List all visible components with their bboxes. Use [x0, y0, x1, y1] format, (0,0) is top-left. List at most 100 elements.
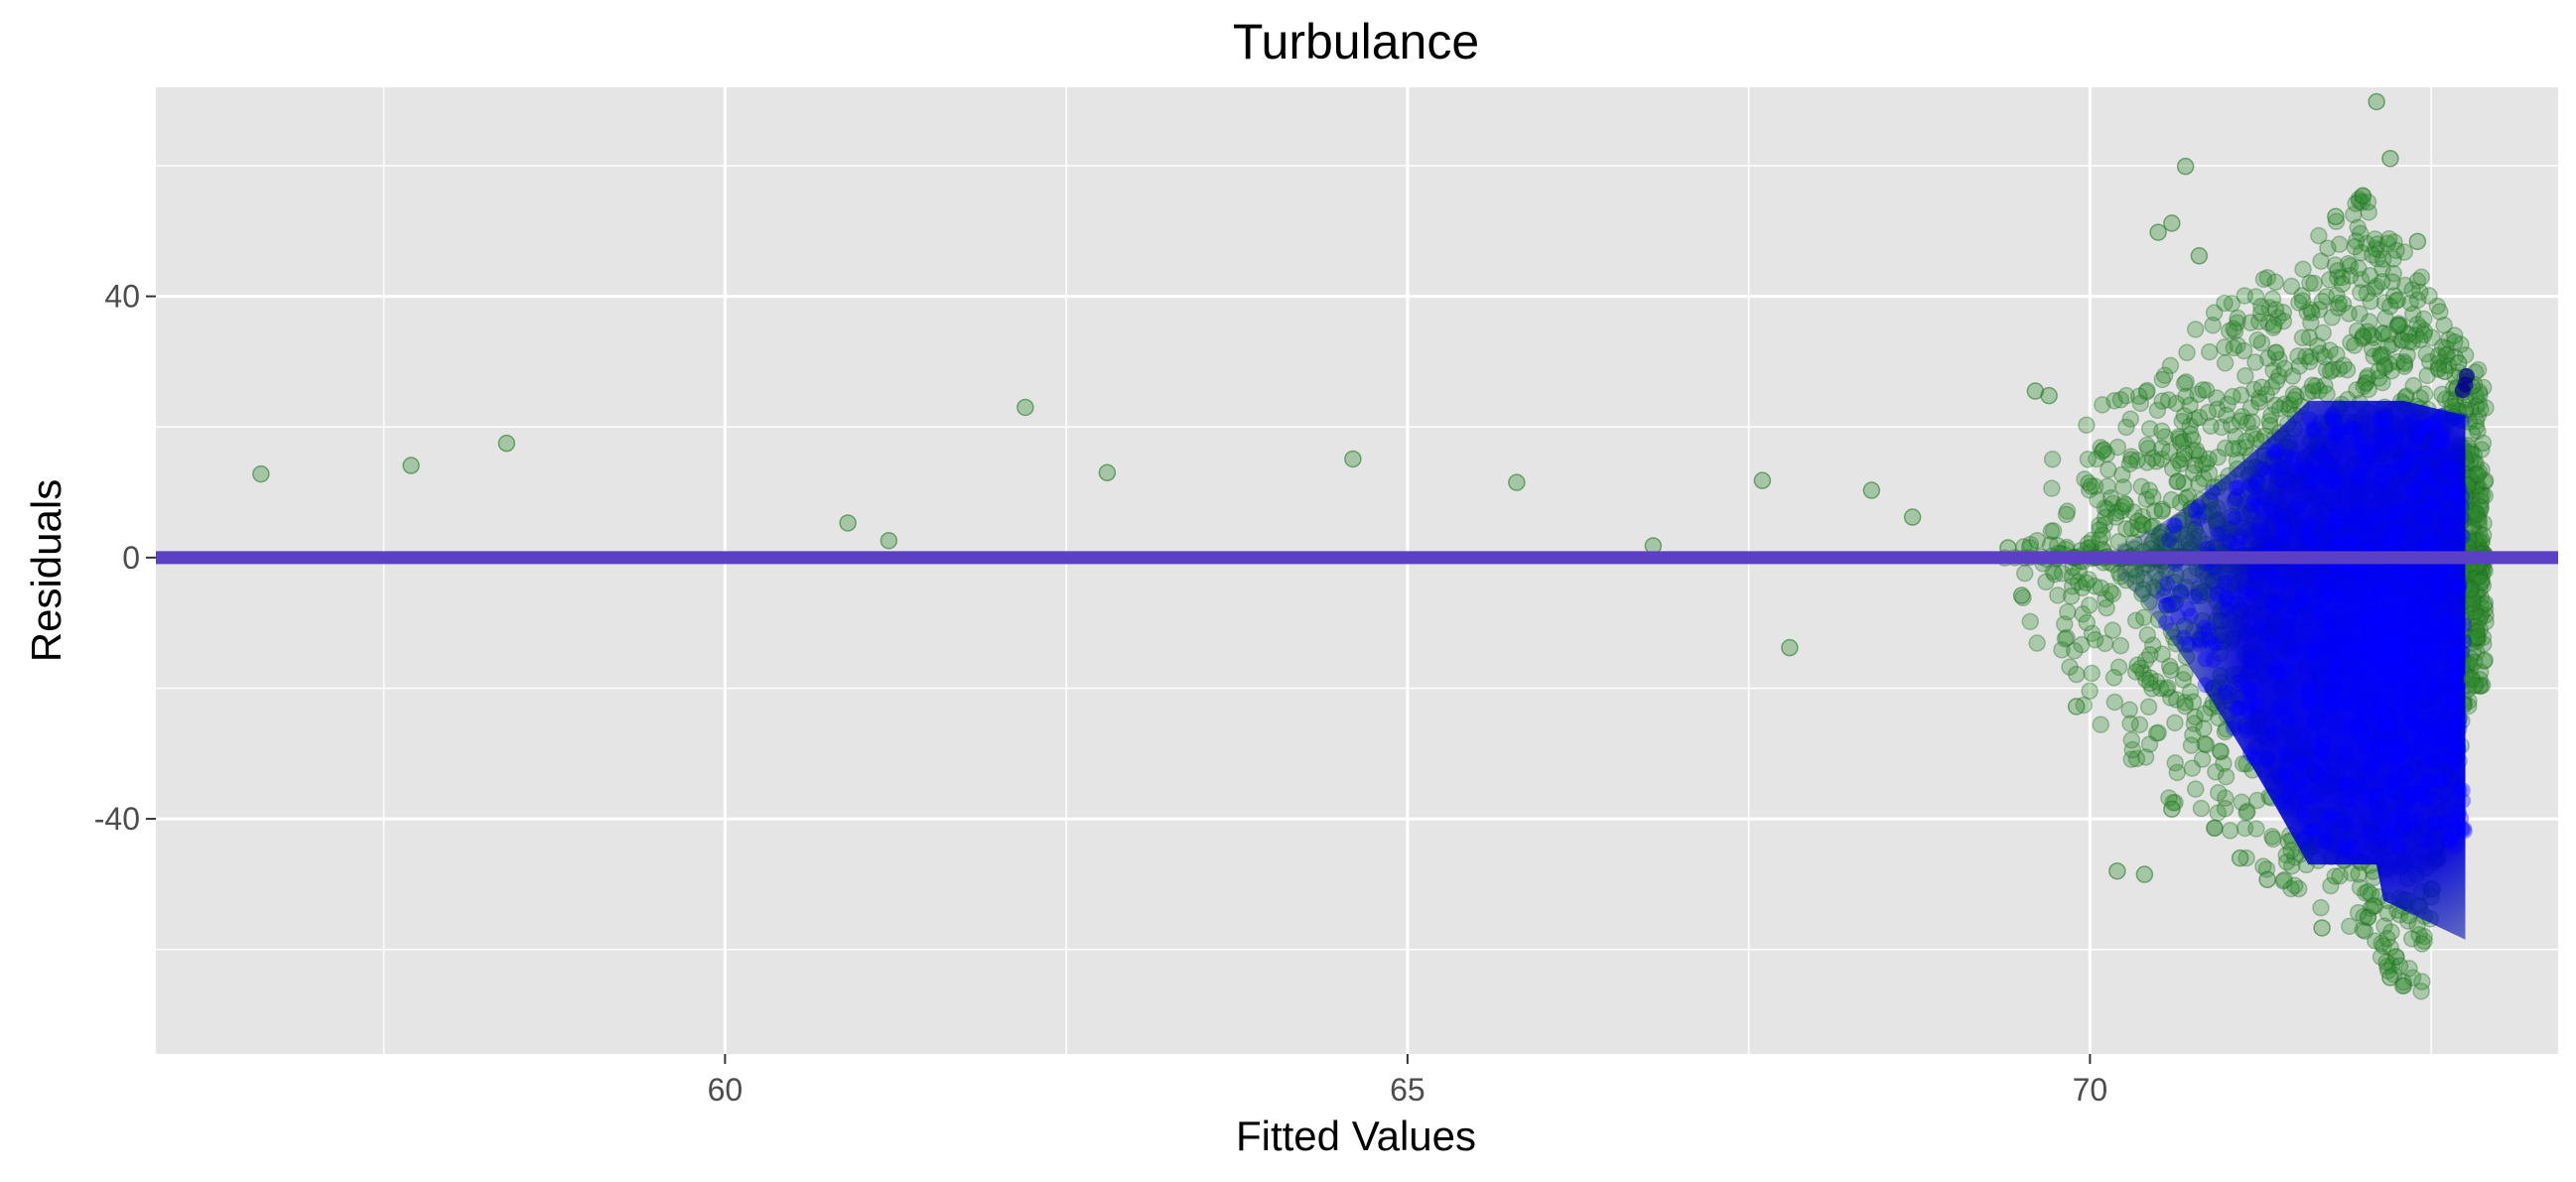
data-point	[2161, 356, 2180, 375]
data-point	[2420, 752, 2437, 769]
data-point	[2333, 275, 2352, 293]
data-point	[2473, 676, 2492, 694]
data-point	[2451, 580, 2468, 596]
data-point	[2183, 759, 2202, 777]
data-point	[2443, 813, 2460, 830]
data-point	[2429, 622, 2446, 639]
data-point	[2471, 501, 2490, 519]
data-point	[2360, 380, 2377, 399]
data-point	[2220, 322, 2238, 340]
data-point	[2442, 747, 2459, 764]
data-point	[2161, 689, 2180, 707]
data-point	[2403, 969, 2422, 987]
data-point	[2099, 500, 2116, 518]
data-point	[2413, 935, 2431, 953]
data-point	[2324, 808, 2341, 825]
data-point	[2162, 661, 2180, 680]
data-point	[2216, 338, 2234, 356]
data-point	[2181, 417, 2199, 436]
data-point	[2235, 585, 2251, 601]
data-point	[2431, 303, 2449, 321]
data-point	[1017, 398, 1034, 417]
data-point	[2144, 488, 2162, 506]
data-point	[2128, 512, 2147, 531]
data-point	[2314, 447, 2331, 463]
data-point	[2167, 517, 2184, 534]
data-point	[2282, 879, 2300, 898]
data-point	[2097, 590, 2114, 608]
data-point	[2374, 937, 2392, 955]
data-point	[2103, 494, 2122, 513]
data-point	[2357, 884, 2374, 902]
data-point	[2383, 273, 2401, 291]
data-point	[2234, 408, 2251, 426]
data-point	[2451, 781, 2468, 798]
data-point	[2321, 608, 2338, 625]
data-point	[2455, 616, 2472, 633]
data-point	[2438, 814, 2455, 831]
data-point	[2070, 562, 2089, 581]
data-point	[2386, 603, 2403, 620]
data-point	[1862, 481, 1881, 499]
data-point	[2385, 810, 2402, 827]
data-point	[2476, 599, 2495, 618]
data-point	[2349, 903, 2368, 922]
data-point	[2175, 450, 2193, 468]
data-point	[2470, 505, 2488, 524]
data-point	[2393, 977, 2412, 995]
data-point	[2092, 716, 2109, 733]
data-point	[2177, 387, 2195, 406]
data-point	[2359, 908, 2377, 926]
data-point	[2468, 570, 2486, 588]
data-point	[2333, 268, 2352, 287]
data-point	[2439, 832, 2456, 849]
data-point	[2101, 489, 2120, 507]
data-point	[2341, 257, 2360, 275]
data-point	[2417, 344, 2436, 363]
data-point	[2463, 670, 2482, 688]
data-point	[2373, 260, 2391, 278]
data-point	[2171, 455, 2190, 473]
data-point	[2439, 521, 2456, 538]
data-point	[2264, 319, 2282, 336]
data-point	[2130, 387, 2148, 406]
data-point	[2382, 361, 2401, 380]
data-point	[2169, 452, 2188, 469]
data-point	[2094, 526, 2111, 545]
data-point	[2313, 292, 2332, 311]
data-point	[2379, 707, 2396, 723]
data-point	[2106, 508, 2125, 526]
data-point	[2445, 669, 2462, 686]
data-point	[2315, 347, 2334, 366]
data-point	[2403, 684, 2420, 701]
data-point	[2447, 645, 2464, 662]
data-point	[2175, 374, 2194, 393]
data-point	[2364, 510, 2380, 527]
data-point	[2153, 370, 2172, 389]
data-point	[2111, 391, 2130, 409]
data-point	[2375, 294, 2394, 312]
data-point	[2373, 250, 2392, 268]
data-point	[2219, 395, 2237, 414]
data-point	[2138, 381, 2156, 400]
data-point	[2418, 366, 2436, 385]
data-point	[2373, 613, 2389, 630]
data-point	[2378, 929, 2396, 948]
data-point	[2263, 828, 2281, 846]
data-point	[2226, 720, 2242, 736]
data-point	[2366, 441, 2382, 458]
data-point	[2352, 243, 2371, 262]
data-point	[2471, 487, 2490, 505]
data-point	[2211, 742, 2230, 760]
data-point	[2342, 333, 2360, 352]
data-point	[2444, 487, 2461, 504]
data-point	[2388, 757, 2405, 774]
data-point	[2351, 878, 2370, 897]
dense-core	[2116, 400, 2466, 940]
data-point	[2329, 299, 2348, 317]
data-point	[2141, 669, 2159, 687]
data-point	[2274, 312, 2293, 330]
data-point	[2091, 516, 2108, 535]
data-point	[2406, 741, 2423, 758]
data-point	[2396, 613, 2413, 630]
